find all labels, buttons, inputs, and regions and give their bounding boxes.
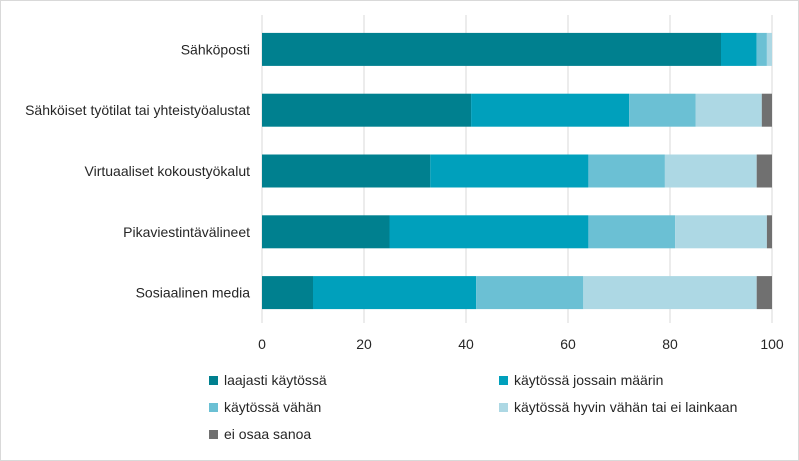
bar-segment xyxy=(262,154,431,188)
x-tick-label: 0 xyxy=(258,336,266,352)
legend-swatch xyxy=(209,402,218,412)
legend-item: käytössä hyvin vähän tai ei lainkaan xyxy=(499,398,769,416)
legend-item: käytössä jossain määrin xyxy=(499,371,769,389)
legend: laajasti käytössä käytössä jossain määrin… xyxy=(209,371,769,443)
x-tick-label: 20 xyxy=(356,336,372,352)
bar-segment xyxy=(761,93,772,127)
legend-swatch xyxy=(499,375,508,385)
legend-swatch xyxy=(499,402,508,412)
bar-segment xyxy=(629,93,696,127)
bar-chart-plot: 0 20 40 60 80 100 Sähköposti Sähköiset työtilat… xyxy=(25,15,784,352)
x-tick-label: 60 xyxy=(560,336,576,352)
bar-segment xyxy=(695,93,762,127)
x-tick-label: 80 xyxy=(662,336,678,352)
x-tick-label: 100 xyxy=(760,336,784,352)
bar-segment xyxy=(583,276,757,310)
bar-segment xyxy=(756,32,767,66)
legend-label: käytössä jossain määrin xyxy=(514,372,664,388)
bar-segment xyxy=(471,93,630,127)
bar-segment xyxy=(756,276,772,310)
bar-segment xyxy=(588,154,665,188)
legend-item: käytössä vähän xyxy=(209,398,499,416)
bar-segment xyxy=(262,93,472,127)
category-label: Sähköiset työtilat tai yhteistyöalustat xyxy=(25,102,250,118)
category-label: Pikaviestintävälineet xyxy=(123,224,250,240)
bar-segment xyxy=(766,32,772,66)
legend-swatch xyxy=(209,375,218,385)
bar-segment xyxy=(262,32,721,66)
bar-segment xyxy=(766,215,772,249)
bar-segment xyxy=(313,276,477,310)
bar-segment xyxy=(675,215,767,249)
legend-item: laajasti käytössä xyxy=(209,371,499,389)
bar-segment xyxy=(756,154,772,188)
category-label: Sähköposti xyxy=(181,41,250,57)
bar-segment xyxy=(389,215,589,249)
legend-label: käytössä vähän xyxy=(224,399,322,415)
bar-segment xyxy=(476,276,584,310)
category-label: Virtuaaliset kokoustyökalut xyxy=(85,163,251,179)
legend-label: ei osaa sanoa xyxy=(224,426,312,442)
legend-item: ei osaa sanoa xyxy=(209,425,499,443)
bar-segment xyxy=(664,154,757,188)
category-label: Sosiaalinen media xyxy=(136,285,251,301)
x-tick-label: 40 xyxy=(458,336,474,352)
legend-label: laajasti käytössä xyxy=(224,372,327,388)
bar-segment xyxy=(262,276,313,310)
legend-label: käytössä hyvin vähän tai ei lainkaan xyxy=(514,399,738,415)
bar-segment xyxy=(430,154,589,188)
bar-segment xyxy=(721,32,757,66)
bar-segment xyxy=(588,215,676,249)
bar-segment xyxy=(262,215,390,249)
legend-swatch xyxy=(209,429,218,439)
